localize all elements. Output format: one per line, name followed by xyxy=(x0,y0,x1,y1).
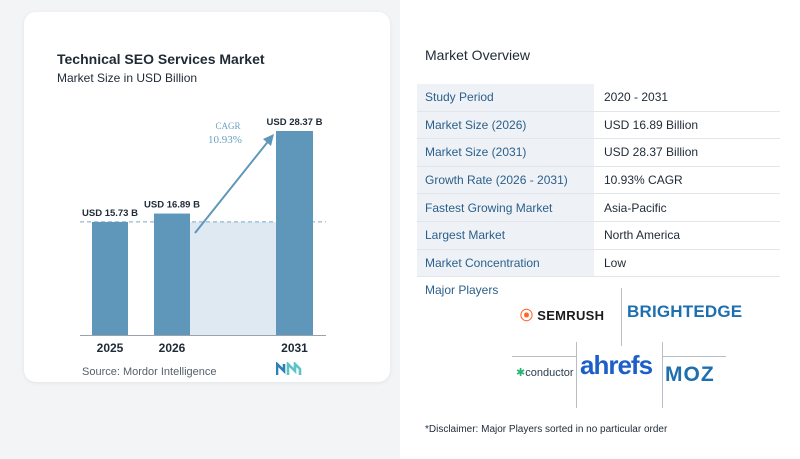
overview-label: Growth Rate (2026 - 2031) xyxy=(417,166,594,195)
conductor-logo: ✱conductor xyxy=(516,366,574,379)
overview-value: USD 16.89 Billion xyxy=(594,111,780,140)
chart-subtitle: Market Size in USD Billion xyxy=(57,71,198,85)
overview-row: Largest Market North America xyxy=(417,221,780,250)
logo-divider xyxy=(512,356,576,357)
overview-row: Fastest Growing Market Asia-Pacific xyxy=(417,193,780,222)
overview-label: Market Size (2026) xyxy=(417,111,594,140)
major-players-title: Major Players xyxy=(425,283,499,297)
overview-label: Market Concentration xyxy=(417,249,594,278)
semrush-logo: ⦿ SEMRUSH xyxy=(520,305,604,324)
overview-value: Asia-Pacific xyxy=(594,193,780,222)
logo-divider xyxy=(662,356,726,357)
overview-row: Market Size (2026) USD 16.89 Billion xyxy=(417,111,780,140)
disclaimer: *Disclaimer: Major Players sorted in no … xyxy=(425,424,668,435)
overview-row: Market Size (2031) USD 28.37 Billion xyxy=(417,138,780,167)
overview-value: USD 28.37 Billion xyxy=(594,138,780,167)
overview-label: Study Period xyxy=(417,84,594,112)
conductor-logo-text: conductor xyxy=(525,367,574,379)
overview-label: Market Size (2031) xyxy=(417,138,594,167)
overview-label: Largest Market xyxy=(417,221,594,250)
moz-logo: MOZ xyxy=(665,363,715,386)
overview-label: Fastest Growing Market xyxy=(417,193,594,222)
chart-title: Technical SEO Services Market xyxy=(57,51,265,67)
chart-source: Source: Mordor Intelligence xyxy=(82,366,217,378)
semrush-flame-icon: ⦿ xyxy=(520,308,538,323)
chart-card xyxy=(24,12,390,382)
overview-table: Study Period 2020 - 2031 Market Size (202… xyxy=(417,84,780,278)
ahrefs-logo-text: ahrefs xyxy=(580,350,653,380)
overview-value: 2020 - 2031 xyxy=(594,84,780,112)
overview-title: Market Overview xyxy=(425,47,531,63)
overview-row: Market Concentration Low xyxy=(417,249,780,278)
conductor-mark-icon: ✱ xyxy=(516,367,526,379)
semrush-logo-text: SEMRUSH xyxy=(537,308,605,323)
mordor-logo-icon xyxy=(276,362,302,375)
overview-value: 10.93% CAGR xyxy=(594,166,780,195)
ahrefs-logo: ahrefs xyxy=(580,350,653,381)
overview-value: Low xyxy=(594,249,780,278)
logo-divider xyxy=(576,342,577,408)
overview-row: Growth Rate (2026 - 2031) 10.93% CAGR xyxy=(417,166,780,195)
overview-value: North America xyxy=(594,221,780,250)
brightedge-logo: BRIGHTEDGE xyxy=(627,302,743,321)
overview-row: Study Period 2020 - 2031 xyxy=(417,84,780,112)
logo-divider xyxy=(662,342,663,408)
logo-divider xyxy=(621,288,622,346)
